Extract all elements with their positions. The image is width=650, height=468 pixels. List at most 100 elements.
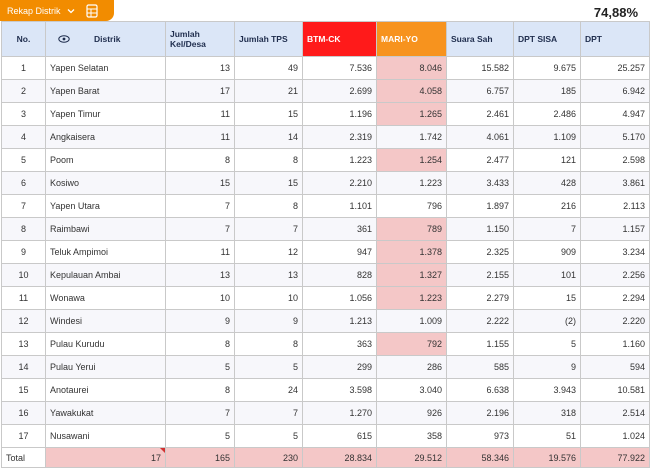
cell-dpt: 25.257: [580, 56, 650, 80]
table-row[interactable]: 17 Nusawani 5 5 615 358 973 51 1.024: [1, 424, 650, 448]
table-row[interactable]: 14 Pulau Yerui 5 5 299 286 585 9 594: [1, 355, 650, 379]
cell-mari: 4.058: [376, 79, 447, 103]
tab-label: Rekap Distrik: [7, 5, 61, 16]
table-row[interactable]: 8 Raimbawi 7 7 361 789 1.150 7 1.157: [1, 217, 650, 241]
cell-sisa: 185: [513, 79, 581, 103]
rekap-distrik-tab[interactable]: Rekap Distrik: [0, 0, 114, 21]
cell-kel: 8: [165, 148, 235, 172]
table-row[interactable]: 13 Pulau Kurudu 8 8 363 792 1.155 5 1.160: [1, 332, 650, 356]
table-row[interactable]: 16 Yawakukat 7 7 1.270 926 2.196 318 2.514: [1, 401, 650, 425]
cell-mari: 1.223: [376, 286, 447, 310]
cell-no: 17: [1, 424, 46, 448]
cell-mari: 358: [376, 424, 447, 448]
cell-dpt: 2.256: [580, 263, 650, 287]
cell-distrik: Pulau Kurudu: [45, 332, 166, 356]
cell-sah: 2.222: [446, 309, 514, 333]
cell-tps: 10: [234, 286, 303, 310]
cell-dpt: 10.581: [580, 378, 650, 402]
chevron-down-icon[interactable]: [66, 6, 76, 16]
col-header-no[interactable]: No.: [1, 21, 46, 57]
cell-mari: 1.378: [376, 240, 447, 264]
table-row[interactable]: 6 Kosiwo 15 15 2.210 1.223 3.433 428 3.861: [1, 171, 650, 195]
spreadsheet-icon[interactable]: [85, 3, 98, 18]
cell-no: 2: [1, 79, 46, 103]
cell-tps: 14: [234, 125, 303, 149]
cell-mari: 1.009: [376, 309, 447, 333]
cell-tps: 15: [234, 102, 303, 126]
cell-btm: 1.056: [302, 286, 377, 310]
cell-no: 4: [1, 125, 46, 149]
col-header-sisa[interactable]: DPT SISA: [513, 21, 581, 57]
cell-dpt: 2.220: [580, 309, 650, 333]
cell-btm: 2.210: [302, 171, 377, 195]
cell-kel: 11: [165, 240, 235, 264]
cell-dpt: 1.160: [580, 332, 650, 356]
cell-sisa: 101: [513, 263, 581, 287]
cell-no: 1: [1, 56, 46, 80]
cell-sisa: 7: [513, 217, 581, 241]
cell-sisa: 15: [513, 286, 581, 310]
table-row[interactable]: 9 Teluk Ampimoi 11 12 947 1.378 2.325 909 3.234: [1, 240, 650, 264]
cell-tps: 49: [234, 56, 303, 80]
cell-tps: 24: [234, 378, 303, 402]
cell-distrik: Windesi: [45, 309, 166, 333]
cell-sah: 2.461: [446, 102, 514, 126]
table-row[interactable]: 4 Angkaisera 11 14 2.319 1.742 4.061 1.109 5.170: [1, 125, 650, 149]
cell-sisa: 216: [513, 194, 581, 218]
cell-btm: 363: [302, 332, 377, 356]
cell-btm: 1.223: [302, 148, 377, 172]
percentage-value: 74,88%: [593, 5, 638, 20]
cell-mari: 1.742: [376, 125, 447, 149]
cell-kel: 8: [165, 332, 235, 356]
table-row[interactable]: 15 Anotaurei 8 24 3.598 3.040 6.638 3.943 10.581: [1, 378, 650, 402]
col-header-kel[interactable]: Jumlah Kel/Desa: [165, 21, 235, 57]
col-header-mari[interactable]: MARI-YO: [376, 21, 447, 57]
col-header-tps[interactable]: Jumlah TPS: [234, 21, 303, 57]
cell-tps: 9: [234, 309, 303, 333]
rekap-distrik-table: No. Distrik Jumlah Kel/Desa Jumlah TPS B…: [1, 21, 650, 468]
total-dpt: 77.922: [580, 447, 650, 468]
total-kel: 165: [165, 447, 235, 468]
table-row[interactable]: 3 Yapen Timur 11 15 1.196 1.265 2.461 2.486 4.94…: [1, 102, 650, 126]
col-header-dpt[interactable]: DPT: [580, 21, 650, 57]
table-row[interactable]: 12 Windesi 9 9 1.213 1.009 2.222 (2) 2.220: [1, 309, 650, 333]
cell-no: 14: [1, 355, 46, 379]
cell-sah: 2.155: [446, 263, 514, 287]
cell-distrik: Kepulauan Ambai: [45, 263, 166, 287]
cell-mari: 792: [376, 332, 447, 356]
cell-tps: 21: [234, 79, 303, 103]
cell-kel: 9: [165, 309, 235, 333]
cell-dpt: 594: [580, 355, 650, 379]
col-header-sah[interactable]: Suara Sah: [446, 21, 514, 57]
cell-kel: 7: [165, 401, 235, 425]
distrik-header-label: Distrik: [94, 34, 121, 44]
cell-sisa: 1.109: [513, 125, 581, 149]
cell-btm: 828: [302, 263, 377, 287]
table-row[interactable]: 11 Wonawa 10 10 1.056 1.223 2.279 15 2.294: [1, 286, 650, 310]
table-row[interactable]: 7 Yapen Utara 7 8 1.101 796 1.897 216 2.113: [1, 194, 650, 218]
col-header-btm[interactable]: BTM-CK: [302, 21, 377, 57]
cell-distrik: Raimbawi: [45, 217, 166, 241]
cell-no: 5: [1, 148, 46, 172]
header-row: No. Distrik Jumlah Kel/Desa Jumlah TPS B…: [1, 21, 650, 57]
cell-kel: 5: [165, 424, 235, 448]
cell-dpt: 2.514: [580, 401, 650, 425]
col-header-distrik[interactable]: Distrik: [45, 21, 166, 57]
table-row[interactable]: 2 Yapen Barat 17 21 2.699 4.058 6.757 185 6.942: [1, 79, 650, 103]
table-row[interactable]: 5 Poom 8 8 1.223 1.254 2.477 121 2.598: [1, 148, 650, 172]
cell-kel: 7: [165, 217, 235, 241]
cell-no: 13: [1, 332, 46, 356]
cell-tps: 5: [234, 355, 303, 379]
cell-sah: 6.757: [446, 79, 514, 103]
table-row[interactable]: 10 Kepulauan Ambai 13 13 828 1.327 2.155 101 2.2…: [1, 263, 650, 287]
cell-distrik: Teluk Ampimoi: [45, 240, 166, 264]
cell-distrik: Poom: [45, 148, 166, 172]
table-row[interactable]: 1 Yapen Selatan 13 49 7.536 8.046 15.582 9.675 2…: [1, 56, 650, 80]
total-distrik: 17: [45, 447, 166, 468]
cell-kel: 11: [165, 125, 235, 149]
cell-mari: 3.040: [376, 378, 447, 402]
cell-tps: 8: [234, 194, 303, 218]
cell-mari: 1.327: [376, 263, 447, 287]
cell-kel: 17: [165, 79, 235, 103]
eye-icon[interactable]: [58, 35, 70, 43]
